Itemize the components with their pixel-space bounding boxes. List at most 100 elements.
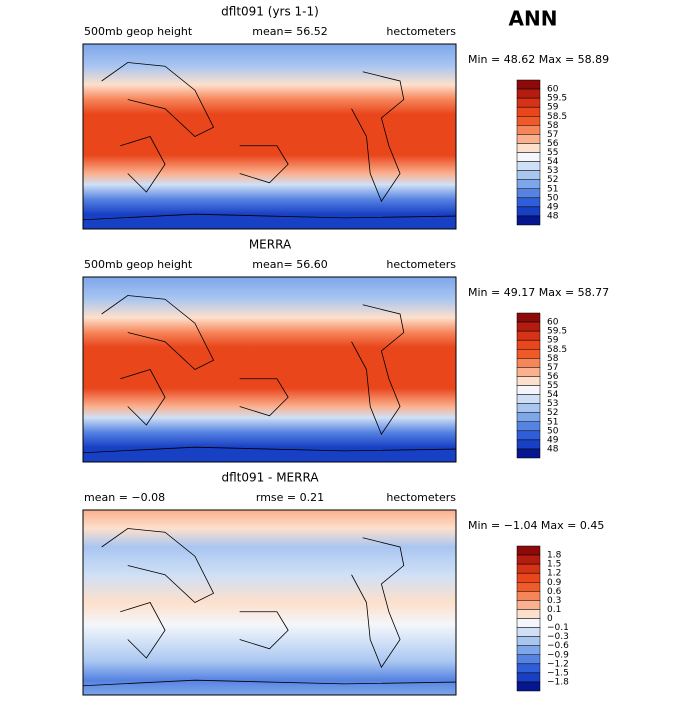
map-field bbox=[82, 276, 457, 463]
coastline bbox=[120, 136, 166, 193]
colorbar-box bbox=[516, 545, 541, 556]
colorbar-box bbox=[516, 88, 541, 99]
colorbar-label: −0.1 bbox=[547, 623, 569, 633]
colorbar-label: −1.5 bbox=[547, 668, 569, 678]
colorbar-label: 60 bbox=[547, 318, 559, 328]
panel-stats: Min = −1.04 Max = 0.45 bbox=[468, 519, 604, 532]
panel-title: dflt091 (yrs 1-1) bbox=[221, 5, 319, 19]
colorbar-box bbox=[516, 143, 541, 153]
colorbar-box bbox=[516, 161, 541, 171]
colorbar-label: 48 bbox=[547, 444, 559, 454]
colorbar-label: 59.5 bbox=[547, 327, 567, 337]
colorbar-box bbox=[516, 448, 541, 459]
panel-right: hectometers bbox=[386, 258, 456, 271]
colorbar-label: 59.5 bbox=[547, 94, 567, 104]
colorbar-box bbox=[516, 627, 541, 637]
colorbar-box bbox=[516, 609, 541, 619]
coastline bbox=[351, 304, 405, 436]
colorbar-box bbox=[516, 321, 541, 332]
colorbar-box bbox=[516, 215, 541, 226]
panel-left: 500mb geop height bbox=[84, 258, 193, 271]
colorbar-box bbox=[516, 134, 541, 144]
coastline bbox=[239, 378, 289, 417]
colorbar-box bbox=[516, 206, 541, 217]
colorbar-box bbox=[516, 421, 541, 432]
coastline bbox=[82, 679, 457, 687]
coastline bbox=[351, 537, 405, 669]
colorbar-box bbox=[516, 367, 541, 377]
colorbar-label: 1.2 bbox=[547, 569, 561, 579]
panel-stats: Min = 49.17 Max = 58.77 bbox=[468, 286, 609, 299]
colorbar-box bbox=[516, 582, 541, 592]
panel-stats: Min = 48.62 Max = 58.89 bbox=[468, 53, 609, 66]
coastline bbox=[239, 145, 289, 184]
colorbar-box bbox=[516, 385, 541, 395]
colorbar-label: 49 bbox=[547, 202, 559, 212]
panel-left: mean = −0.08 bbox=[84, 491, 165, 504]
coastline bbox=[82, 213, 457, 221]
coastline bbox=[239, 611, 289, 650]
colorbar-label: 0.9 bbox=[547, 578, 562, 588]
colorbar-box bbox=[516, 618, 541, 628]
colorbar-label: 58 bbox=[547, 354, 559, 364]
colorbar-label: 57 bbox=[547, 363, 558, 373]
colorbar-box bbox=[516, 79, 541, 90]
colorbar-label: 53 bbox=[547, 166, 558, 176]
colorbar-label: 49 bbox=[547, 435, 559, 445]
colorbar-box bbox=[516, 152, 541, 162]
colorbar-box bbox=[516, 572, 541, 583]
colorbar-box bbox=[516, 636, 541, 646]
colorbar-label: 57 bbox=[547, 130, 558, 140]
colorbar-label: 51 bbox=[547, 417, 558, 427]
colorbar-label: 58.5 bbox=[547, 112, 567, 122]
coastline bbox=[82, 446, 457, 454]
colorbar-box bbox=[516, 312, 541, 323]
colorbar-box bbox=[516, 339, 541, 350]
coastline bbox=[351, 71, 405, 203]
colorbar-label: 55 bbox=[547, 381, 558, 391]
map-field bbox=[82, 509, 457, 696]
colorbar-box bbox=[516, 188, 541, 199]
colorbar-label: −1.8 bbox=[547, 677, 569, 687]
colorbar-box bbox=[516, 179, 541, 189]
colorbar-box bbox=[516, 170, 541, 180]
colorbar-box bbox=[516, 358, 541, 368]
panel-right: hectometers bbox=[386, 25, 456, 38]
coastline bbox=[101, 528, 215, 603]
colorbar-label: 1.5 bbox=[547, 560, 561, 570]
colorbar-box bbox=[516, 106, 541, 117]
colorbar-box bbox=[516, 197, 541, 208]
colorbar-box bbox=[516, 349, 541, 359]
coastline bbox=[101, 62, 215, 137]
colorbar-box bbox=[516, 591, 541, 601]
colorbar-box bbox=[516, 554, 541, 565]
page-title: ANN bbox=[509, 7, 558, 31]
colorbar-box bbox=[516, 663, 541, 674]
colorbar-box bbox=[516, 563, 541, 574]
colorbar-box bbox=[516, 672, 541, 683]
colorbar-label: 1.8 bbox=[547, 551, 562, 561]
colorbar-label: 53 bbox=[547, 399, 558, 409]
colorbar-label: 58.5 bbox=[547, 345, 567, 355]
colorbar-label: 52 bbox=[547, 408, 558, 418]
colorbar-label: 58 bbox=[547, 121, 559, 131]
panel-middle: mean= 56.52 bbox=[252, 25, 327, 38]
colorbar-label: 59 bbox=[547, 103, 559, 113]
colorbar-box bbox=[516, 654, 541, 665]
colorbar-label: 59 bbox=[547, 336, 559, 346]
colorbar-label: 0.1 bbox=[547, 605, 561, 615]
panel-middle: rmse = 0.21 bbox=[256, 491, 324, 504]
colorbar-label: −0.3 bbox=[547, 632, 569, 642]
colorbar-label: 0.3 bbox=[547, 596, 561, 606]
colorbar-label: 55 bbox=[547, 148, 558, 158]
colorbar-box bbox=[516, 645, 541, 655]
panel-right: hectometers bbox=[386, 491, 456, 504]
colorbar-label: 50 bbox=[547, 426, 559, 436]
colorbar-label: 54 bbox=[547, 390, 559, 400]
colorbar-box bbox=[516, 403, 541, 413]
colorbar-box bbox=[516, 394, 541, 404]
colorbar-box bbox=[516, 376, 541, 386]
colorbar-box bbox=[516, 125, 541, 135]
colorbar-label: 0.6 bbox=[547, 587, 562, 597]
colorbar-box bbox=[516, 116, 541, 126]
